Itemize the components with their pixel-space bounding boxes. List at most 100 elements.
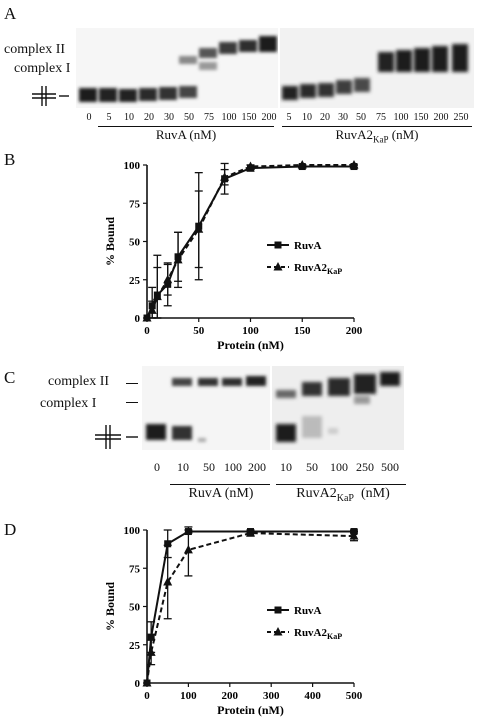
y-tick-label: 50 <box>129 237 141 249</box>
legend-label: RuvA <box>294 240 322 252</box>
data-point-triangle <box>246 528 255 537</box>
gel-image-ruva2-c <box>272 366 404 450</box>
complex-ii-label-a: complex II <box>4 42 66 57</box>
lane-number: 100 <box>224 460 242 474</box>
data-point-triangle <box>173 254 183 264</box>
lane-number: 100 <box>330 460 348 474</box>
y-tick-label: 50 <box>129 602 141 614</box>
lane-number: 30 <box>164 112 174 123</box>
lane-number: 0 <box>86 112 92 123</box>
data-point-triangle <box>183 544 193 554</box>
data-point-triangle <box>246 161 255 171</box>
lane-number: 10 <box>280 460 292 474</box>
y-axis-label: % Bound <box>103 582 117 631</box>
ruva-bracket-c <box>170 484 270 485</box>
lane-number: 30 <box>338 112 348 123</box>
gel-image-ruva-a <box>76 28 278 108</box>
y-axis-label: % Bound <box>103 217 117 266</box>
y-tick-label: 0 <box>135 678 141 690</box>
ruva-axis-label-c: RuvA (nM) <box>188 486 254 501</box>
data-point-triangle <box>142 678 152 687</box>
x-tick-label: 0 <box>144 690 150 702</box>
lane-number: 50 <box>203 460 215 474</box>
gel-image-ruva2-a <box>280 28 474 108</box>
data-point-triangle <box>163 577 173 586</box>
binding-chart-d: 0 25 50 75 100 0 100 200 300 400 500 Protein (nM) % … <box>103 525 363 717</box>
ruva2-subscript: KaP <box>336 492 354 504</box>
binding-chart-b: 0 25 50 75 100 0 50 100 150 200 Protein (nM) % Boun… <box>103 160 363 352</box>
x-axis-label: Protein (nM) <box>217 703 284 717</box>
y-tick-label: 25 <box>129 275 141 287</box>
lane-number: 100 <box>393 112 409 123</box>
lane-number: 200 <box>261 112 277 123</box>
ruva2-subscript: KaP <box>373 134 389 145</box>
y-tick-label: 100 <box>124 160 141 172</box>
lane-number: 50 <box>356 112 366 123</box>
lane-number: 5 <box>286 112 292 123</box>
y-tick-label: 25 <box>129 640 141 652</box>
lane-number: 50 <box>306 460 318 474</box>
lane-number: 75 <box>204 112 214 123</box>
gel-image-ruva-c <box>142 366 270 450</box>
complex-ii-label-c: complex II <box>48 374 110 389</box>
data-point-square <box>164 540 172 548</box>
y-tick-label: 75 <box>129 563 141 575</box>
x-axis-label: Protein (nM) <box>217 338 284 352</box>
ruva2-bracket-c <box>276 484 406 485</box>
x-tick-label: 200 <box>222 690 239 702</box>
data-point-triangle <box>220 172 230 181</box>
legend-marker-square <box>274 606 282 614</box>
series-line <box>146 530 354 684</box>
panel-letter-d: D <box>4 520 17 539</box>
ruva-axis-label-a: RuvA (nM) <box>155 127 217 142</box>
complex-ii-tick-c <box>126 383 138 384</box>
legend-marker-triangle <box>273 262 283 271</box>
lane-numbers-ruva2-c: 10 50 100 250 500 <box>272 460 404 476</box>
data-point-triangle <box>147 305 157 314</box>
series-line <box>146 532 355 684</box>
x-tick-label: 300 <box>263 690 280 702</box>
y-tick-label: 0 <box>135 313 141 325</box>
legend-marker-triangle <box>273 627 283 636</box>
y-tick-label: 100 <box>124 525 141 537</box>
ruva2-name: RuvA2 <box>335 127 374 142</box>
data-point-triangle <box>194 224 204 233</box>
lane-number: 10 <box>177 460 189 474</box>
complex-i-label-c: complex I <box>40 396 97 411</box>
ruva2-axis-label-a: RuvA2KaP (nM) <box>282 127 472 145</box>
x-tick-label: 100 <box>242 325 259 337</box>
complex-i-tick-c <box>126 402 138 403</box>
lane-numbers-ruva-c: 0 10 50 100 200 <box>142 460 270 476</box>
lane-number: 75 <box>376 112 386 123</box>
y-tick-label: 75 <box>129 198 141 210</box>
lane-numbers-ruva2-a: 5 10 20 30 50 75 100 150 200 250 <box>278 112 474 126</box>
series-line <box>146 164 354 319</box>
lane-number: 150 <box>241 112 257 123</box>
data-point-triangle <box>349 160 359 169</box>
x-tick-label: 0 <box>144 325 150 337</box>
complex-i-label-a: complex I <box>14 61 71 76</box>
data-point-triangle <box>349 531 359 540</box>
ruva-bracket-a <box>98 126 274 127</box>
panel-letter-b: B <box>4 150 16 169</box>
lane-number: 20 <box>320 112 330 123</box>
x-tick-label: 50 <box>193 325 205 337</box>
ruva2-name: RuvA2 <box>296 486 337 501</box>
lane-number: 0 <box>154 460 160 474</box>
data-point-triangle <box>297 160 307 169</box>
x-tick-label: 400 <box>304 690 321 702</box>
data-point-triangle <box>146 647 156 656</box>
x-tick-label: 100 <box>180 690 197 702</box>
lane-number: 250 <box>356 460 374 474</box>
ruva2-bracket-a <box>282 126 472 127</box>
data-point-triangle <box>152 291 162 301</box>
lane-number: 20 <box>144 112 154 123</box>
data-point-triangle <box>163 274 173 284</box>
hj-substrate-icon-a <box>32 86 69 106</box>
legend-label: RuvA <box>294 605 322 617</box>
lane-number: 250 <box>453 112 469 123</box>
panel-letter-c: C <box>4 368 16 387</box>
lane-number: 10 <box>124 112 134 123</box>
lane-number: 200 <box>433 112 449 123</box>
lane-number: 5 <box>106 112 112 123</box>
